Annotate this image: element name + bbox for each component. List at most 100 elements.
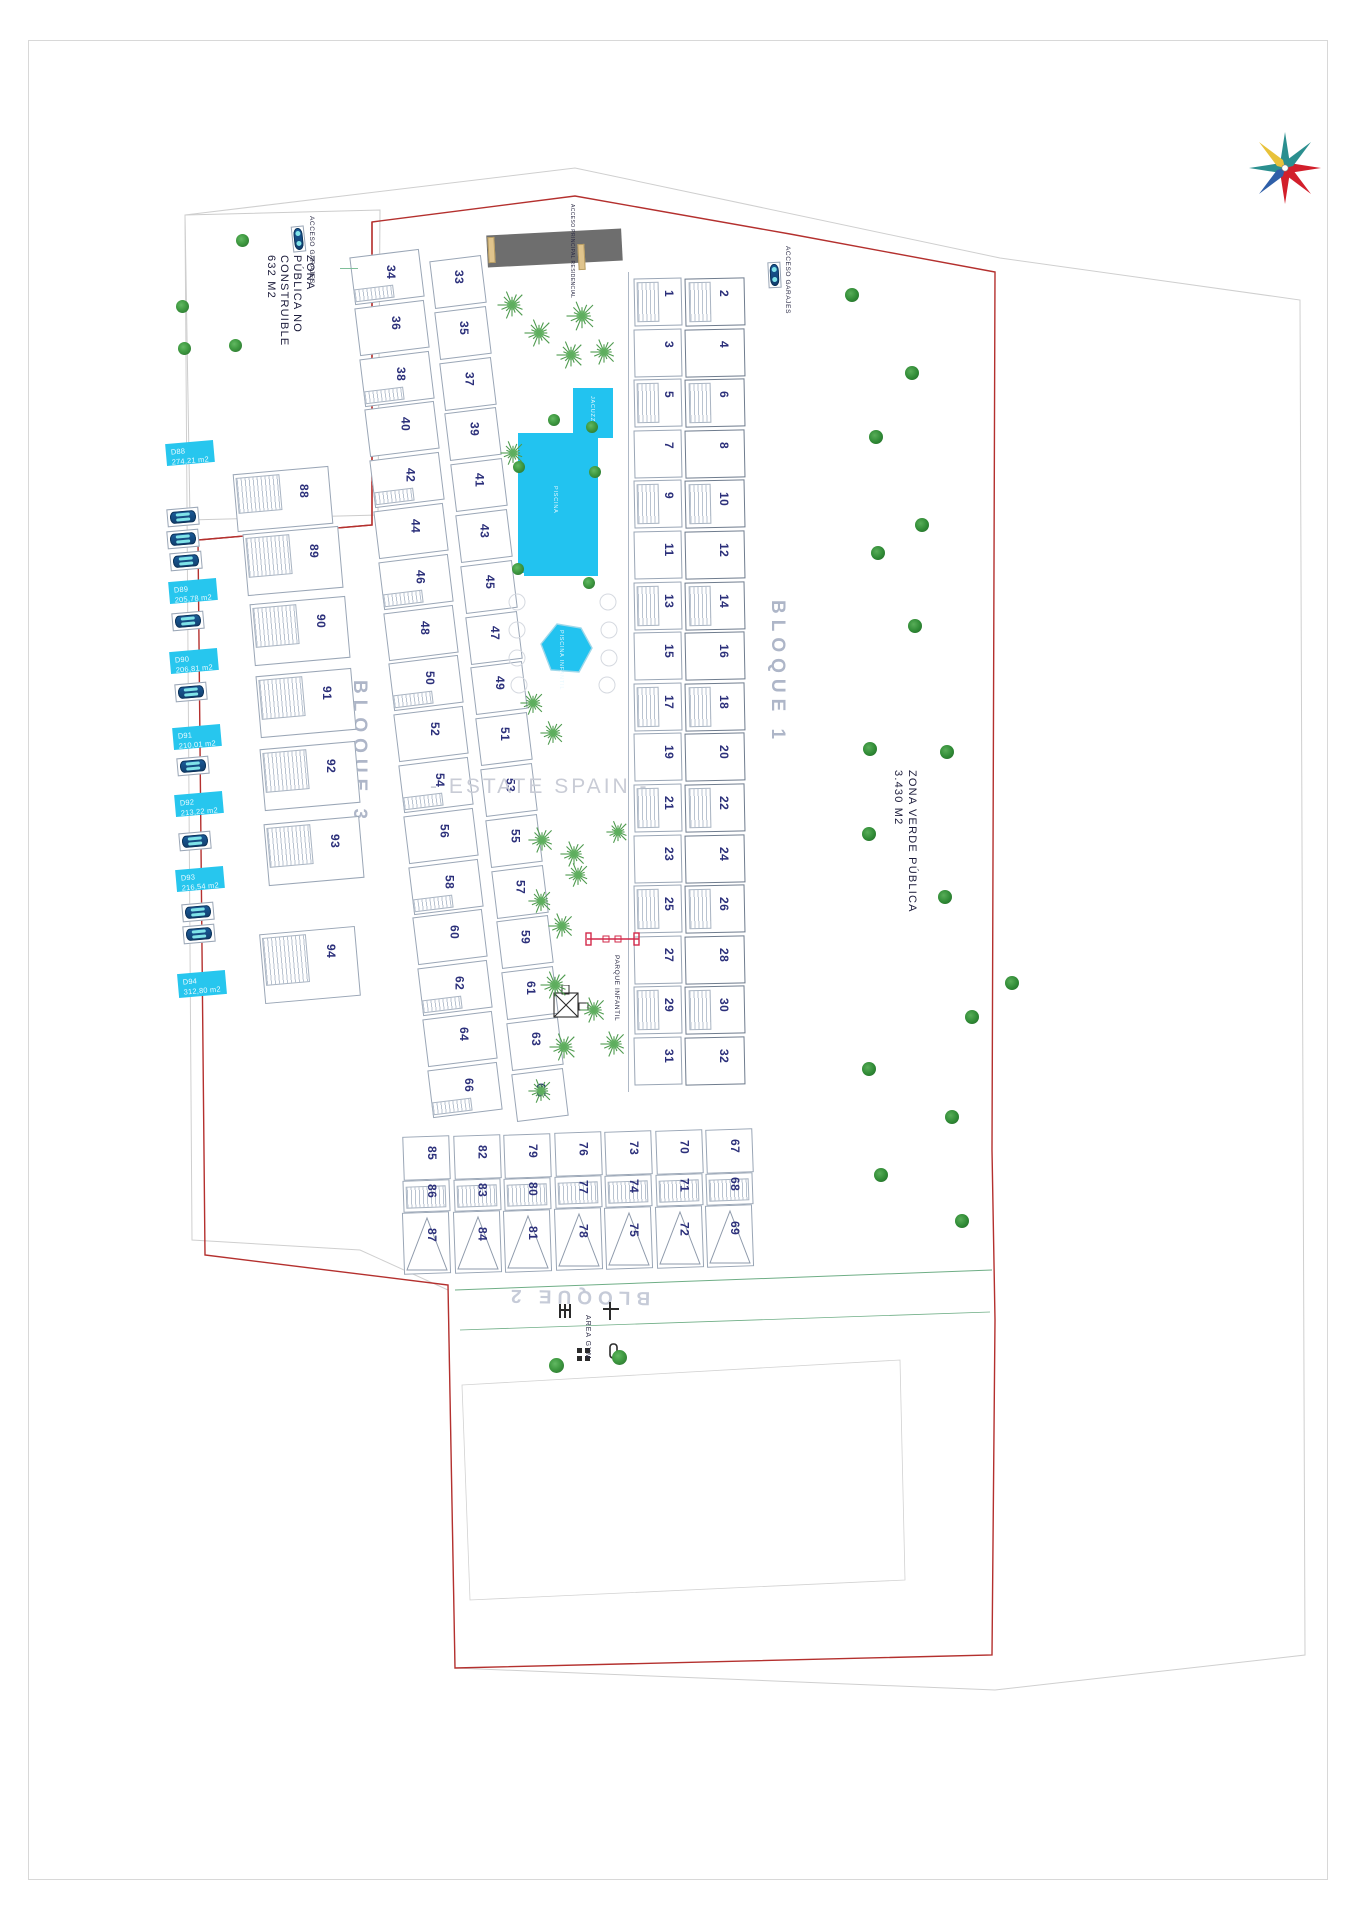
plot-number: 53 bbox=[503, 778, 518, 793]
tree-icon bbox=[862, 1062, 876, 1076]
car-icon bbox=[179, 758, 207, 774]
ornamental-tree-icon bbox=[540, 721, 563, 745]
plot-number: 62 bbox=[452, 976, 467, 991]
tree-icon bbox=[905, 366, 919, 380]
roof-outline bbox=[456, 1215, 499, 1270]
plot-number: 39 bbox=[467, 422, 482, 437]
ornamental-tree-icon bbox=[606, 820, 627, 844]
plot-number: 80 bbox=[526, 1181, 540, 1196]
plot-number: 41 bbox=[472, 473, 487, 488]
plot-number: 67 bbox=[728, 1138, 742, 1154]
plot-number: 43 bbox=[477, 524, 492, 539]
ornamental-tree-icon bbox=[566, 301, 594, 331]
plot-cell bbox=[684, 530, 746, 580]
plot-number: 79 bbox=[526, 1143, 540, 1158]
plot-number: 75 bbox=[627, 1223, 641, 1238]
zona-publica-line4: 632 M2 bbox=[265, 255, 277, 299]
car-icon bbox=[769, 263, 780, 287]
roof-outline bbox=[507, 1214, 549, 1269]
plot-number: 25 bbox=[662, 897, 676, 912]
plot-number: 12 bbox=[717, 543, 731, 558]
plot-number: 68 bbox=[728, 1176, 742, 1192]
plot-number: 57 bbox=[513, 879, 528, 894]
terrace-hatch bbox=[636, 990, 660, 1031]
plot-number: 83 bbox=[475, 1182, 490, 1198]
plot-number: 8 bbox=[717, 441, 731, 449]
ornamental-tree-icon bbox=[600, 1031, 625, 1057]
plot-number: 17 bbox=[662, 694, 676, 710]
plot-number: 93 bbox=[328, 834, 342, 849]
tree-icon bbox=[548, 414, 560, 426]
terrace-hatch bbox=[688, 382, 712, 424]
terrace-hatch bbox=[636, 686, 660, 728]
villa-terrace-hatch bbox=[258, 676, 306, 720]
tree-icon bbox=[589, 466, 601, 478]
roof-outline bbox=[709, 1209, 751, 1264]
tree-icon bbox=[513, 461, 525, 473]
plot-number: 66 bbox=[462, 1077, 476, 1093]
car-icon bbox=[174, 613, 202, 629]
tree-icon bbox=[229, 339, 242, 352]
plot-cell bbox=[633, 429, 683, 479]
plot-cell bbox=[684, 429, 746, 479]
plot-number: 56 bbox=[437, 823, 452, 839]
tree-icon bbox=[955, 1214, 969, 1228]
sheet-border bbox=[28, 40, 1328, 1880]
terrace-hatch bbox=[636, 382, 660, 424]
plot-number: 13 bbox=[662, 593, 676, 608]
roof-outline bbox=[406, 1216, 448, 1271]
plot-number: 64 bbox=[457, 1027, 472, 1042]
tree-icon bbox=[845, 288, 859, 302]
piscina-label: PISCINA bbox=[552, 486, 558, 514]
villa-terrace-hatch bbox=[266, 824, 314, 868]
tree-icon bbox=[583, 577, 595, 589]
villa-area-tag: D91 210,01 m2 bbox=[172, 723, 222, 751]
plot-number: 19 bbox=[662, 745, 676, 760]
tree-icon bbox=[871, 546, 885, 560]
plot-number: 46 bbox=[413, 569, 428, 585]
plot-number: 69 bbox=[728, 1220, 742, 1236]
roof-outline bbox=[608, 1211, 650, 1266]
plot-number: 38 bbox=[393, 366, 408, 381]
plot-number: 84 bbox=[475, 1226, 490, 1242]
ornamental-tree-icon bbox=[548, 913, 573, 939]
tree-icon bbox=[869, 430, 883, 444]
plot-number: 58 bbox=[442, 874, 457, 889]
zona-verde-line2: 3.430 M2 bbox=[892, 770, 904, 826]
plot-number: 28 bbox=[717, 947, 731, 963]
ornamental-tree-icon bbox=[540, 971, 566, 999]
plot-number: 24 bbox=[717, 846, 731, 861]
tree-icon bbox=[549, 1358, 564, 1373]
roof-outline bbox=[557, 1212, 600, 1267]
zona-publica-line3: CONSTRUIBLE bbox=[278, 255, 290, 347]
plot-number: 74 bbox=[627, 1179, 641, 1194]
sep-line bbox=[340, 268, 358, 269]
villa-area-tag: D89 205,78 m2 bbox=[168, 577, 218, 605]
plot-number: 37 bbox=[462, 371, 477, 386]
plot-number: 55 bbox=[508, 828, 523, 844]
acceso-principal-residencial-label: ACCESO PRINCIPAL RESIDENCIAL bbox=[569, 204, 575, 299]
plot-number: 94 bbox=[324, 944, 338, 959]
plot-number: 15 bbox=[662, 644, 676, 659]
villa-area-tag: D92 213,22 m2 bbox=[174, 790, 224, 818]
tree-icon bbox=[940, 745, 954, 759]
main-pool-lower bbox=[524, 540, 598, 576]
plot-number: 89 bbox=[307, 544, 321, 559]
plot-number: 18 bbox=[717, 694, 731, 710]
terrace-hatch bbox=[688, 990, 712, 1031]
tree-icon bbox=[236, 234, 249, 247]
ornamental-tree-icon bbox=[500, 441, 523, 465]
villa-terrace-hatch bbox=[261, 934, 311, 986]
plot-number: 87 bbox=[425, 1228, 439, 1243]
zona-verde-line1: ZONA VERDE PÚBLICA bbox=[906, 770, 918, 913]
plot-number: 21 bbox=[662, 796, 676, 811]
entrance-gate-left bbox=[487, 236, 496, 264]
plot-cell bbox=[684, 935, 746, 985]
acceso-garajes-right-label: ACCESO GARAJES bbox=[784, 246, 791, 314]
ornamental-tree-icon bbox=[549, 1033, 575, 1061]
plot-number: 11 bbox=[662, 543, 676, 557]
plot-number: 2 bbox=[717, 290, 731, 298]
tree-icon bbox=[965, 1010, 979, 1024]
plot-number: 23 bbox=[662, 846, 676, 861]
terrace-hatch bbox=[688, 888, 712, 930]
